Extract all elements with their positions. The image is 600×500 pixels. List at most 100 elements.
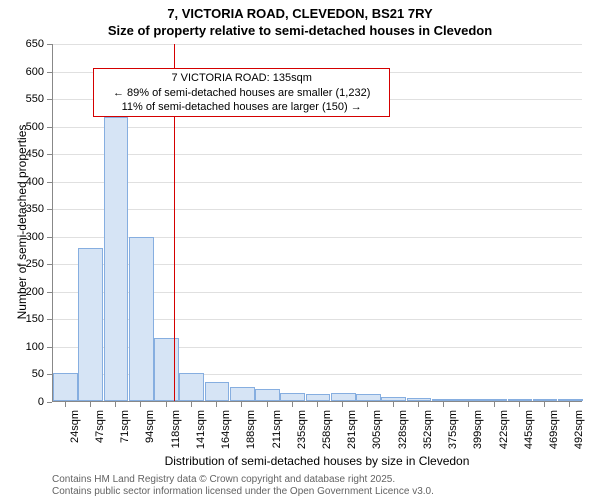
y-tick xyxy=(47,347,52,348)
y-tick-label: 150 xyxy=(10,313,44,325)
x-tick xyxy=(267,402,268,407)
x-tick-label: 47sqm xyxy=(94,410,106,443)
histogram-bar xyxy=(533,399,558,401)
histogram-bar xyxy=(306,394,331,401)
x-tick-label: 141sqm xyxy=(195,410,207,449)
x-tick-label: 94sqm xyxy=(144,410,156,443)
y-tick-label: 50 xyxy=(10,368,44,380)
x-tick-label: 24sqm xyxy=(69,410,81,443)
title-line-1: 7, VICTORIA ROAD, CLEVEDON, BS21 7RY xyxy=(0,6,600,21)
x-tick xyxy=(191,402,192,407)
x-tick xyxy=(65,402,66,407)
y-tick xyxy=(47,209,52,210)
x-tick-label: 422sqm xyxy=(498,410,510,449)
x-tick xyxy=(544,402,545,407)
x-tick xyxy=(367,402,368,407)
annotation-line: ← 89% of semi-detached houses are smalle… xyxy=(100,86,383,100)
y-tick-label: 100 xyxy=(10,341,44,353)
y-tick xyxy=(47,99,52,100)
x-tick-label: 118sqm xyxy=(170,410,182,448)
x-tick-label: 469sqm xyxy=(548,410,560,449)
histogram-bar xyxy=(104,117,129,401)
y-tick xyxy=(47,44,52,45)
x-tick xyxy=(342,402,343,407)
annotation-line: 11% of semi-detached houses are larger (… xyxy=(100,100,383,114)
y-tick-label: 550 xyxy=(10,93,44,105)
grid-line xyxy=(53,44,582,45)
x-tick xyxy=(292,402,293,407)
annotation-box: 7 VICTORIA ROAD: 135sqm← 89% of semi-det… xyxy=(93,68,390,117)
histogram-bar xyxy=(356,394,381,401)
x-tick-label: 281sqm xyxy=(346,410,358,449)
annotation-line: 7 VICTORIA ROAD: 135sqm xyxy=(100,71,383,85)
x-tick-label: 235sqm xyxy=(296,410,308,449)
x-tick xyxy=(519,402,520,407)
x-tick-label: 445sqm xyxy=(523,410,535,449)
x-tick xyxy=(216,402,217,407)
x-tick xyxy=(418,402,419,407)
y-tick xyxy=(47,154,52,155)
x-tick-label: 399sqm xyxy=(472,410,484,449)
x-tick-label: 211sqm xyxy=(271,410,283,448)
x-tick-label: 328sqm xyxy=(397,410,409,449)
x-tick-label: 164sqm xyxy=(220,410,232,449)
y-tick-label: 400 xyxy=(10,176,44,188)
histogram-bar xyxy=(179,373,204,401)
histogram-bar xyxy=(53,373,78,401)
x-tick xyxy=(393,402,394,407)
footer-line-1: Contains HM Land Registry data © Crown c… xyxy=(52,474,434,486)
x-tick xyxy=(494,402,495,407)
histogram-bar xyxy=(508,399,533,401)
y-tick xyxy=(47,127,52,128)
x-tick-label: 188sqm xyxy=(245,410,257,449)
y-tick xyxy=(47,319,52,320)
x-tick xyxy=(90,402,91,407)
histogram-bar xyxy=(255,389,280,401)
y-tick-label: 300 xyxy=(10,231,44,243)
histogram-bar xyxy=(482,399,507,401)
histogram-bar xyxy=(230,387,255,401)
y-tick xyxy=(47,182,52,183)
footer-attribution: Contains HM Land Registry data © Crown c… xyxy=(52,474,434,498)
histogram-bar xyxy=(558,399,583,401)
histogram-bar xyxy=(407,398,432,401)
grid-line xyxy=(53,182,582,183)
x-tick xyxy=(115,402,116,407)
chart-title: 7, VICTORIA ROAD, CLEVEDON, BS21 7RY Siz… xyxy=(0,0,600,38)
histogram-bar xyxy=(129,237,154,401)
histogram-bar xyxy=(205,382,230,401)
y-tick-label: 500 xyxy=(10,121,44,133)
footer-line-2: Contains public sector information licen… xyxy=(52,486,434,498)
x-tick xyxy=(317,402,318,407)
x-axis-label: Distribution of semi-detached houses by … xyxy=(52,454,582,468)
x-tick-label: 71sqm xyxy=(119,410,131,443)
y-axis-label: Number of semi-detached properties xyxy=(15,112,29,332)
x-tick xyxy=(166,402,167,407)
x-tick xyxy=(140,402,141,407)
histogram-bar xyxy=(457,399,482,401)
y-tick xyxy=(47,292,52,293)
y-tick-label: 250 xyxy=(10,258,44,270)
y-tick-label: 600 xyxy=(10,66,44,78)
grid-line xyxy=(53,154,582,155)
histogram-bar xyxy=(432,399,457,401)
x-tick xyxy=(443,402,444,407)
x-tick xyxy=(468,402,469,407)
x-tick-label: 492sqm xyxy=(573,410,585,449)
histogram-bar xyxy=(154,338,179,401)
y-tick xyxy=(47,72,52,73)
x-tick-label: 305sqm xyxy=(371,410,383,449)
histogram-bar xyxy=(331,393,356,401)
y-tick-label: 350 xyxy=(10,203,44,215)
y-tick xyxy=(47,264,52,265)
grid-line xyxy=(53,127,582,128)
x-tick-label: 375sqm xyxy=(447,410,459,449)
y-tick-label: 450 xyxy=(10,148,44,160)
y-tick xyxy=(47,237,52,238)
title-line-2: Size of property relative to semi-detach… xyxy=(0,23,600,38)
y-tick xyxy=(47,402,52,403)
y-tick-label: 0 xyxy=(10,396,44,408)
histogram-bar xyxy=(280,393,305,401)
x-tick-label: 258sqm xyxy=(321,410,333,449)
x-tick-label: 352sqm xyxy=(422,410,434,449)
